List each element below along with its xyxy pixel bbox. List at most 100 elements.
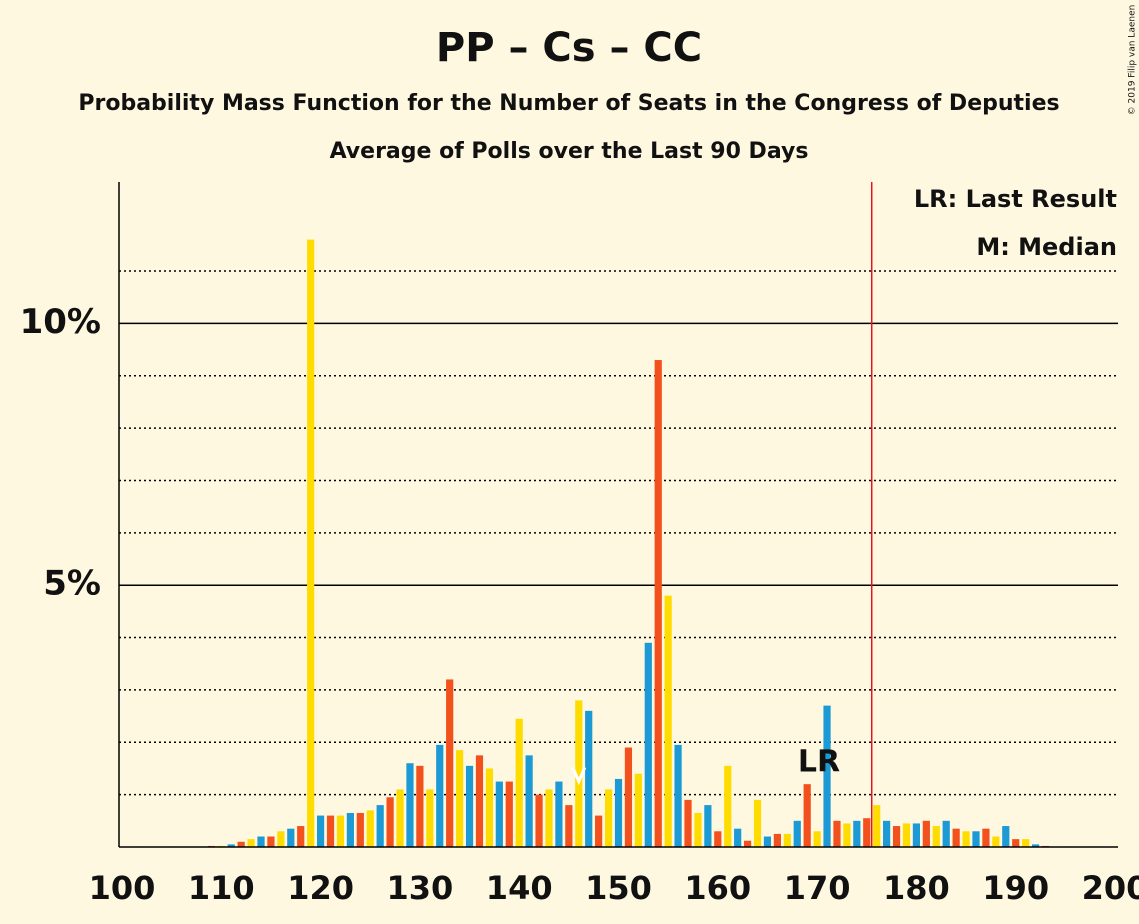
bar <box>525 755 533 847</box>
bar <box>456 750 464 847</box>
bar <box>853 820 861 847</box>
bar <box>992 836 1000 847</box>
bar <box>515 718 523 847</box>
bar <box>624 747 633 847</box>
bar <box>396 789 404 847</box>
bar <box>883 820 891 847</box>
bar <box>932 826 940 847</box>
x-tick-label: 180 <box>883 869 950 907</box>
bar <box>833 820 841 847</box>
bar <box>356 812 364 847</box>
bar <box>843 823 851 847</box>
bar <box>803 784 811 847</box>
bar <box>714 831 722 847</box>
chart-subtitle: Average of Polls over the Last 90 Days <box>330 139 809 164</box>
bar <box>267 836 275 847</box>
bar <box>575 700 583 847</box>
bar <box>962 831 970 847</box>
bar <box>634 773 642 847</box>
bar <box>972 831 980 847</box>
bar <box>436 744 444 847</box>
bar <box>535 794 543 847</box>
bar <box>505 781 513 847</box>
median-marker <box>571 766 587 786</box>
x-tick-label: 170 <box>784 869 851 907</box>
bar <box>307 239 315 848</box>
bar <box>743 840 752 847</box>
bar <box>595 815 603 847</box>
bar <box>297 826 305 847</box>
x-tick-label: 110 <box>188 869 255 907</box>
bar <box>734 828 742 847</box>
x-tick-label: 150 <box>585 869 652 907</box>
bar <box>227 844 235 847</box>
bar <box>287 828 295 847</box>
bar <box>863 818 871 847</box>
bar <box>485 768 494 847</box>
x-tick-label: 130 <box>386 869 453 907</box>
bar <box>873 805 881 847</box>
bar <box>416 765 424 847</box>
bar <box>694 812 702 847</box>
bar <box>555 781 563 847</box>
bar <box>724 765 732 847</box>
bar <box>604 789 613 847</box>
bar <box>346 812 354 847</box>
bar <box>257 836 265 847</box>
bar <box>952 828 960 847</box>
bar <box>902 823 911 847</box>
bar <box>1012 839 1020 847</box>
bar <box>1031 844 1040 847</box>
bar <box>614 778 623 847</box>
y-tick-label: 5% <box>43 564 101 604</box>
bar <box>326 815 335 847</box>
x-tick-label: 140 <box>486 869 553 907</box>
last-result-label: LR <box>798 745 840 780</box>
bar <box>823 705 831 847</box>
bar <box>376 805 384 847</box>
bar <box>773 833 781 847</box>
bar <box>277 831 285 847</box>
bar <box>664 595 672 847</box>
bar <box>1002 826 1010 847</box>
bar <box>475 755 484 847</box>
bar <box>545 789 553 847</box>
chart-title: PP – Cs – CC <box>436 25 702 71</box>
bar <box>922 820 930 847</box>
x-tick-label: 200 <box>1082 869 1139 907</box>
bar <box>406 763 414 847</box>
bar <box>446 679 454 847</box>
chart-subtitle: Probability Mass Function for the Number… <box>78 91 1059 116</box>
bar <box>316 815 325 847</box>
bar <box>426 789 434 847</box>
bar <box>654 360 662 847</box>
bar <box>366 810 374 847</box>
copyright: © 2019 Filip van Laenen <box>1128 5 1138 116</box>
x-tick-label: 100 <box>89 869 156 907</box>
bar <box>495 781 503 847</box>
bar <box>793 820 801 847</box>
bar <box>247 839 255 847</box>
bar <box>644 642 652 847</box>
bar <box>565 805 573 847</box>
bar <box>912 823 921 847</box>
bar <box>763 836 772 847</box>
bar <box>386 797 394 847</box>
bar <box>704 805 712 847</box>
bar <box>942 820 950 847</box>
bar <box>982 828 990 847</box>
bar <box>1022 839 1030 847</box>
bar <box>892 826 901 847</box>
bar <box>674 744 682 847</box>
legend-entry: LR: Last Result <box>914 185 1117 213</box>
bar <box>237 841 245 847</box>
bar <box>813 831 821 847</box>
x-tick-label: 190 <box>982 869 1049 907</box>
bar <box>465 765 474 847</box>
bar <box>336 815 345 847</box>
x-tick-label: 160 <box>684 869 751 907</box>
bar <box>585 710 593 847</box>
y-tick-label: 10% <box>20 302 101 342</box>
